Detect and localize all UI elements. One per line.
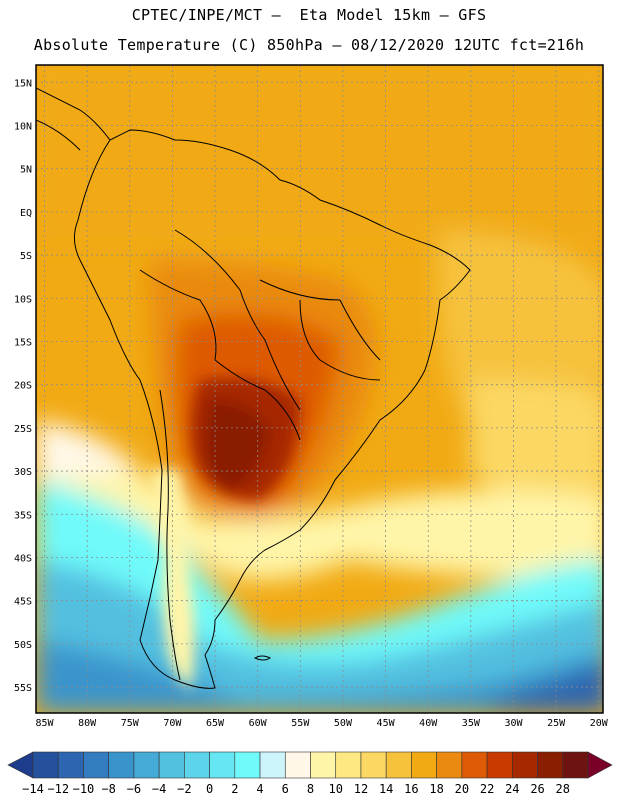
colorbar-label: 26: [530, 782, 544, 796]
colorbar-swatch: [158, 751, 185, 779]
colorbar-swatch: [562, 751, 589, 779]
colorbar-label: 0: [206, 782, 213, 796]
latitude-label: 10N: [14, 121, 32, 132]
colorbar-swatch: [284, 751, 311, 779]
latitude-label: EQ: [20, 208, 32, 219]
colorbar-swatch: [411, 751, 437, 779]
longitude-label: 50W: [334, 718, 353, 729]
border-brazil-west: [174, 229, 301, 411]
longitude-label: 55W: [291, 718, 310, 729]
colorbar-label: 10: [329, 782, 343, 796]
colorbar-high-arrow: [587, 751, 613, 779]
country-borders: [36, 87, 471, 689]
latitude-label: 5S: [20, 251, 32, 262]
colorbar-label: 20: [455, 782, 469, 796]
colorbar-swatch: [108, 751, 135, 779]
latitude-axis: 15N 10N 5N EQ 5S 10S 15S 20S 25S 30S 35S 40S 45S 50S 5…: [14, 78, 32, 694]
colorbar-label: 24: [505, 782, 519, 796]
colorbar-label: 16: [404, 782, 418, 796]
colorbar-swatch: [184, 751, 210, 779]
latitude-label: 25S: [14, 424, 32, 435]
map-frame: [35, 64, 604, 714]
longitude-label: 20W: [590, 718, 609, 729]
colorbar-swatch: [385, 751, 412, 779]
longitude-label: 30W: [504, 718, 523, 729]
colorbar-label: 4: [256, 782, 263, 796]
colorbar-swatch: [512, 751, 538, 779]
latitude-label: 55S: [14, 683, 32, 694]
south-america-coastline: [74, 129, 471, 689]
colorbar-swatch: [57, 751, 84, 779]
longitude-label: 60W: [249, 718, 268, 729]
colorbar-swatch: [335, 751, 362, 779]
colorbar-swatch: [310, 751, 337, 779]
colorbar-swatch: [436, 751, 463, 779]
colorbar-label: 8: [307, 782, 314, 796]
colorbar-label: 12: [354, 782, 368, 796]
latitude-label: 45S: [14, 597, 32, 608]
longitude-label: 25W: [547, 718, 566, 729]
latitude-label: 20S: [14, 381, 32, 392]
colorbar-low-arrow: [7, 751, 34, 779]
longitude-axis: 85W 80W 75W 70W 65W 60W 55W 50W 45W 40W 35W 30W 25W 2…: [35, 718, 608, 729]
border-peru-bolivia: [139, 269, 217, 361]
border-argentina-chile: [159, 389, 181, 681]
colorbar-label: −12: [47, 782, 69, 796]
latitude-label: 35S: [14, 510, 32, 521]
colorbar-swatch: [486, 751, 513, 779]
latitude-label: 30S: [14, 467, 32, 478]
colorbar-label: −2: [177, 782, 191, 796]
colorbar-label: −14: [22, 782, 44, 796]
falklands-islands: [253, 655, 271, 661]
latitude-label: 15S: [14, 337, 32, 348]
longitude-label: 35W: [462, 718, 481, 729]
temperature-map: 15N 10N 5N EQ 5S 10S 15S 20S 25S 30S 35S 40S 45S 50S 5…: [14, 64, 609, 729]
colorbar-swatch: [259, 751, 286, 779]
colorbar-swatch: [234, 751, 261, 779]
latitude-label: 5N: [20, 165, 32, 176]
colorbar-label: 22: [480, 782, 494, 796]
colorbar-swatch: [461, 751, 488, 779]
latitude-label: 50S: [14, 640, 32, 651]
colorbar-swatch: [32, 751, 59, 779]
border-brazil-states: [259, 279, 381, 381]
border-bolivia-paraguay: [214, 359, 301, 441]
colorbar-swatch: [209, 751, 236, 779]
colorbar-label: −10: [73, 782, 95, 796]
longitude-label: 65W: [206, 718, 225, 729]
map-title-line-1: CPTEC/INPE/MCT – Eta Model 15km – GFS: [131, 6, 487, 24]
colorbar-label: 28: [556, 782, 570, 796]
colorbar-label: 14: [379, 782, 393, 796]
colorbar-label: −4: [152, 782, 166, 796]
colorbar-swatch: [83, 751, 109, 779]
central-america-coastline: [36, 87, 111, 141]
longitude-label: 85W: [35, 718, 54, 729]
latitude-label: 15N: [14, 78, 32, 89]
temperature-field: [36, 65, 603, 713]
latitude-label: 10S: [14, 294, 32, 305]
grid-lines: [36, 65, 603, 713]
colorbar-swatch: [133, 751, 160, 779]
color-scale-bar: −14 −12 −10 −8 −6 −4 −2 0 2 4 6 8 10 12 14 16 18 20 22 24 26…: [7, 751, 613, 796]
colorbar-label: −8: [101, 782, 115, 796]
latitude-label: 40S: [14, 553, 32, 564]
caribbean-coastline: [36, 119, 81, 151]
colorbar-label: 6: [282, 782, 289, 796]
longitude-label: 40W: [419, 718, 438, 729]
colorbar-swatch: [360, 751, 387, 779]
longitude-label: 75W: [121, 718, 140, 729]
longitude-label: 80W: [78, 718, 97, 729]
colorbar-label: 18: [429, 782, 443, 796]
colorbar-label: 2: [231, 782, 238, 796]
map-title-line-2: Absolute Temperature (C) 850hPa – 08/12/…: [33, 36, 585, 54]
colorbar-swatch: [537, 751, 564, 779]
longitude-label: 70W: [163, 718, 182, 729]
colorbar-label: −6: [127, 782, 141, 796]
longitude-label: 45W: [377, 718, 396, 729]
